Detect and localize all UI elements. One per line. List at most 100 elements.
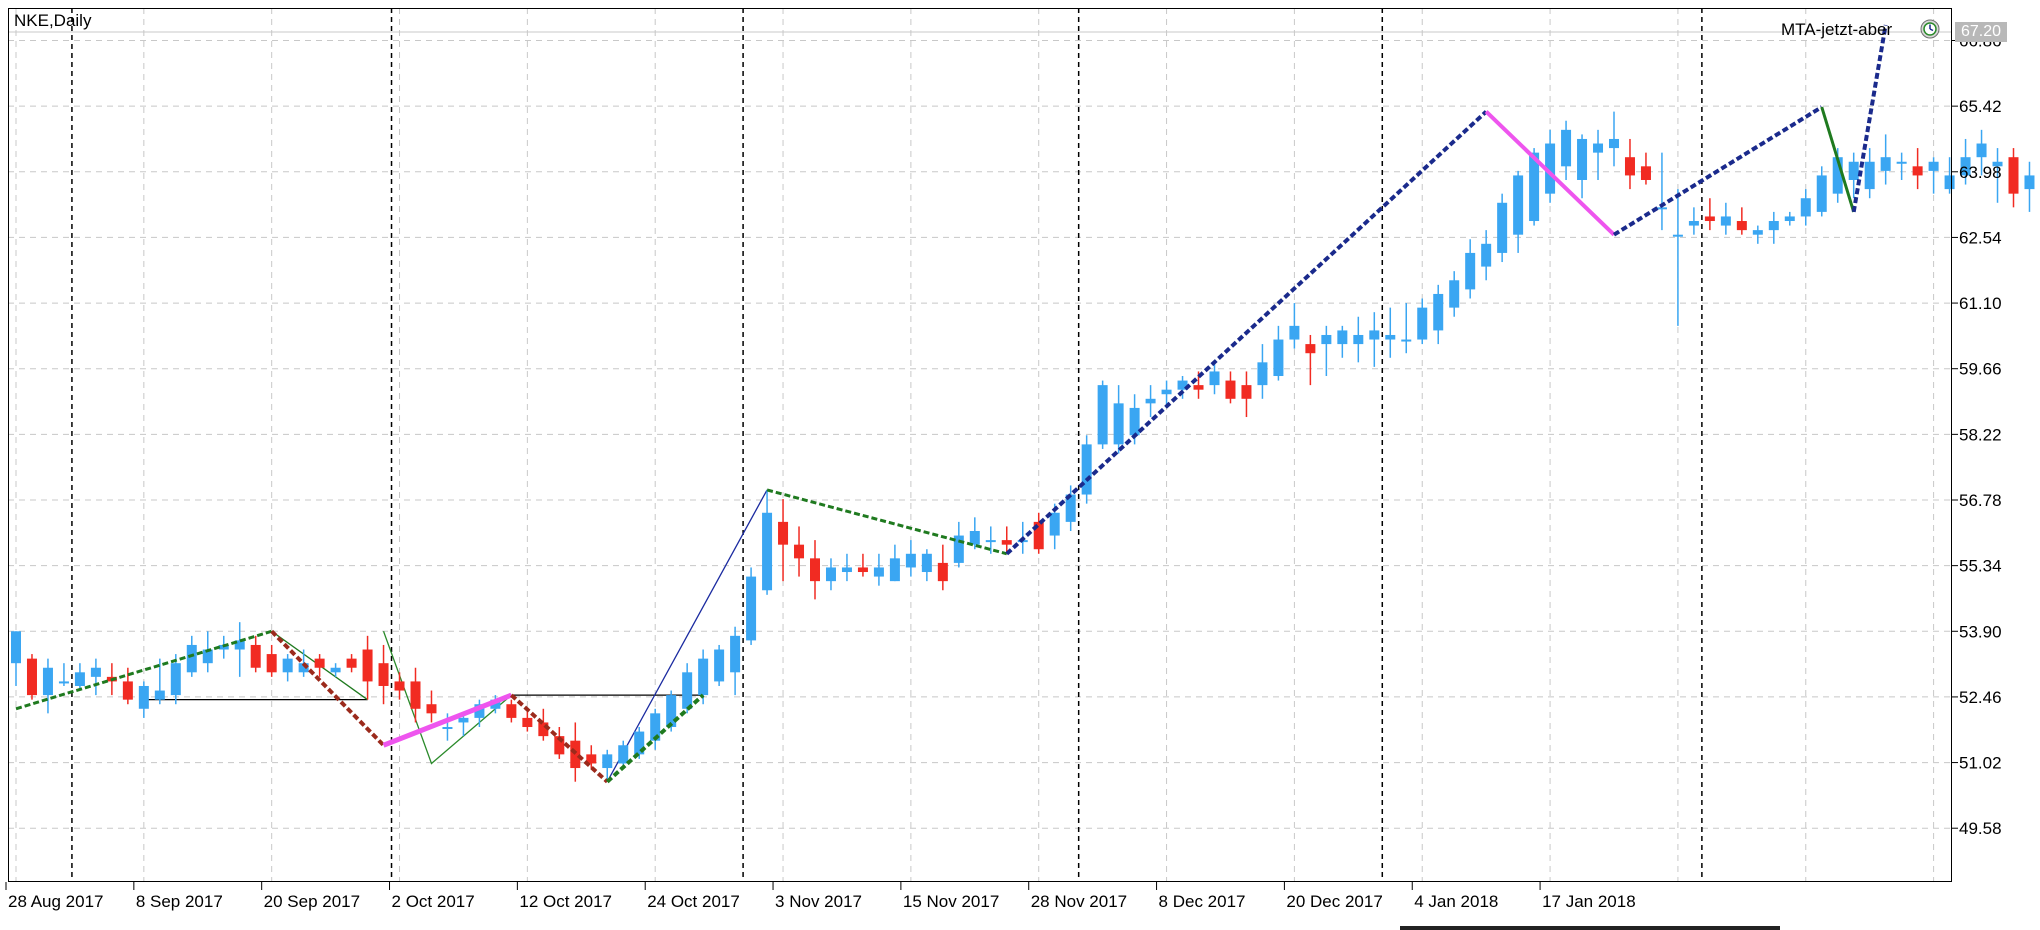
grid-layer	[8, 8, 1952, 882]
candle-body-up	[1513, 175, 1524, 235]
candle-body-down	[378, 663, 389, 686]
candle-body-up	[2024, 175, 2035, 190]
candle-body-down	[1736, 221, 1747, 231]
candle-body-up	[985, 540, 996, 543]
date-label: 28 Nov 2017	[1031, 892, 1127, 911]
candle-body-down	[1033, 521, 1044, 550]
candle-body-down	[857, 567, 868, 573]
scrollbar-thumb[interactable]	[1400, 926, 1780, 930]
zigzag-line	[1851, 24, 1888, 213]
candle-body-down	[1193, 385, 1204, 390]
symbol-title: NKE,Daily	[14, 11, 92, 30]
date-label: 8 Dec 2017	[1159, 892, 1246, 911]
candle-body-up	[1433, 293, 1444, 331]
candle-body-up	[1417, 307, 1428, 340]
candle-body-down	[250, 644, 261, 668]
zigzag-line	[1005, 110, 1488, 556]
candle-body-up	[138, 685, 149, 709]
candle-body-down	[410, 681, 421, 709]
candle-body-up	[650, 713, 661, 741]
candle-body-down	[1305, 344, 1316, 354]
candle-body-up	[1784, 216, 1795, 222]
price-axis[interactable]: 66.8665.4263.9862.5461.1059.6658.2256.78…	[1952, 31, 2002, 838]
candle-body-up	[1561, 129, 1572, 167]
candle-body-up	[953, 535, 964, 563]
candle-body-down	[1704, 216, 1715, 222]
date-label: 24 Oct 2017	[647, 892, 740, 911]
candle-body-down	[362, 649, 373, 682]
price-label: 49.58	[1959, 819, 2002, 838]
candle-body-up	[1768, 221, 1779, 231]
candle-body-up	[442, 727, 453, 730]
candle-body-up	[714, 649, 725, 682]
zigzag-line	[766, 488, 1008, 556]
candle-body-down	[426, 704, 437, 714]
price-label: 56.78	[1959, 491, 2002, 510]
candle-body-up	[330, 667, 341, 673]
candle-body-up	[1848, 161, 1859, 180]
candle-body-up	[1816, 175, 1827, 212]
candle-body-up	[1976, 143, 1987, 158]
plot-frame	[8, 8, 1952, 882]
candle-body-up	[1449, 280, 1460, 308]
price-label: 61.10	[1959, 294, 2002, 313]
candle-body-up	[1656, 207, 1667, 210]
candle-body-up	[1353, 334, 1364, 345]
candle-body-up	[1577, 138, 1588, 180]
candle-body-up	[1529, 152, 1540, 222]
candle-body-up	[490, 699, 501, 709]
candle-body-up	[1321, 334, 1332, 345]
candle-body-up	[1337, 330, 1348, 345]
candle-body-up	[602, 754, 613, 769]
candle-body-down	[570, 740, 581, 769]
candle-body-up	[1097, 385, 1108, 445]
candles	[11, 111, 2035, 782]
candle-body-up	[1177, 380, 1188, 390]
zigzag-line	[1820, 106, 1856, 213]
candle-body-up	[1960, 157, 1971, 176]
date-label: 2 Oct 2017	[392, 892, 475, 911]
candle-body-up	[1992, 161, 2003, 167]
candle-body-up	[1928, 161, 1939, 171]
candle-body-up	[170, 663, 181, 696]
date-label: 17 Jan 2018	[1542, 892, 1636, 911]
candle-body-down	[122, 681, 133, 700]
candle-body-up	[1672, 234, 1683, 237]
candle-body-up	[234, 640, 245, 650]
candle-body-up	[1401, 339, 1412, 342]
candle-body-up	[1065, 494, 1076, 522]
candle-body-up	[1145, 398, 1156, 404]
candle-body-down	[810, 558, 820, 582]
zigzag-line	[510, 693, 609, 784]
candle-body-up	[90, 667, 101, 677]
price-label: 65.42	[1959, 97, 2002, 116]
date-label: 3 Nov 2017	[775, 892, 862, 911]
pattern-line	[606, 489, 768, 783]
candle-body-down	[1640, 166, 1651, 180]
clock-icon[interactable]	[1920, 19, 1940, 39]
candle-body-up	[905, 553, 916, 568]
candle-body-down	[506, 704, 517, 718]
candle-body-up	[873, 567, 884, 577]
candle-body-up	[1161, 389, 1172, 395]
candle-body-up	[154, 690, 165, 700]
candle-body-down	[794, 544, 805, 559]
price-label: 63.98	[1959, 163, 2002, 182]
candle-body-up	[762, 512, 773, 591]
candle-body-up	[1896, 161, 1907, 164]
zigzag-line	[382, 692, 513, 748]
candle-body-up	[1465, 252, 1476, 290]
candle-body-up	[730, 635, 741, 673]
candle-body-up	[42, 667, 53, 696]
candle-body-up	[1257, 362, 1268, 386]
price-label: 58.22	[1959, 425, 2002, 444]
time-axis[interactable]: 28 Aug 2017 8 Sep 2017 20 Sep 2017 2 Oct 20…	[5, 882, 1636, 911]
candle-body-up	[634, 731, 645, 755]
candle-body-down	[1624, 157, 1635, 176]
candle-body-down	[778, 521, 789, 545]
bottom-scrollbar[interactable]	[0, 918, 2040, 930]
zigzag-line	[1612, 105, 1823, 237]
candle-body-down	[266, 654, 277, 673]
